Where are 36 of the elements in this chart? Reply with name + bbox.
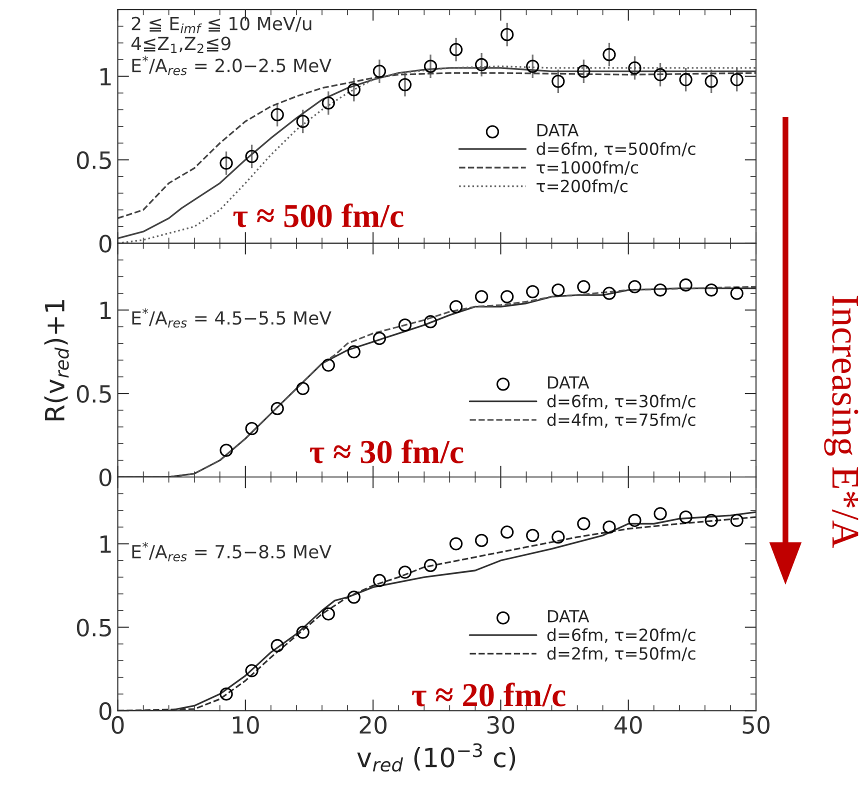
legend-label: DATA: [537, 124, 579, 136]
legend-label: d=4fm, τ=75fm/c: [547, 413, 696, 428]
y-tick-label: 1: [100, 536, 111, 553]
legend-label: τ=200fm/c: [536, 179, 628, 194]
x-tick-label: 0: [112, 716, 124, 734]
annotation: τ ≈ 20 fm/c: [412, 682, 566, 706]
annotation: E$^{*}$/A$_{res}$ = 4.5−5.5 MeV: [132, 308, 332, 328]
y-tick-label: 0: [99, 702, 112, 720]
y-tick-label: 1: [100, 302, 111, 320]
annotation: E$^{*}$/A$_{res}$ = 7.5−8.5 MeV: [132, 542, 332, 562]
legend-label: DATA: [548, 376, 590, 389]
text: Increasing E*/A: [824, 296, 858, 548]
legend-label: d=6fm, τ=20fm/c: [547, 628, 696, 643]
legend-label: d=6fm, τ=30fm/c: [547, 394, 696, 410]
annotation: 2 ≦ E$_{imf}$ ≦ 10 MeV/u: [132, 16, 312, 34]
x-tick-label: 30: [488, 716, 514, 734]
x-tick-label: 50: [742, 716, 770, 734]
y-tick-label: 0: [99, 468, 112, 486]
y-tick-label: 0.5: [76, 384, 111, 403]
x-axis-title: v$_{red}$ (10$^{−3}$ c): [357, 743, 516, 772]
annotation: E$^{*}$/A$_{res}$ = 2.0−2.5 MeV: [132, 56, 332, 76]
y-tick-label: 0: [99, 234, 112, 253]
legend-label: τ=1000fm/c: [536, 160, 638, 175]
x-tick-label: 20: [360, 716, 387, 734]
annotation: τ ≈ 500 fm/c: [233, 203, 404, 228]
legend-label: DATA: [548, 610, 590, 622]
x-tick-label: 40: [614, 716, 642, 734]
y-tick-label: 0.5: [76, 618, 111, 637]
y-tick-label: 0.5: [76, 151, 111, 170]
annotation: τ ≈ 30 fm/c: [310, 440, 464, 464]
x-tick-label: 10: [232, 716, 259, 734]
legend-label: d=6fm, τ=500fm/c: [536, 142, 696, 157]
y-axis-title: R(v$_{red}$)+1: [44, 300, 69, 420]
legend-label: d=2fm, τ=50fm/c: [547, 646, 696, 662]
y-tick-label: 1: [100, 68, 111, 86]
annotation: 4≦Z$_{1}$,Z$_{2}$≦9: [131, 36, 230, 53]
